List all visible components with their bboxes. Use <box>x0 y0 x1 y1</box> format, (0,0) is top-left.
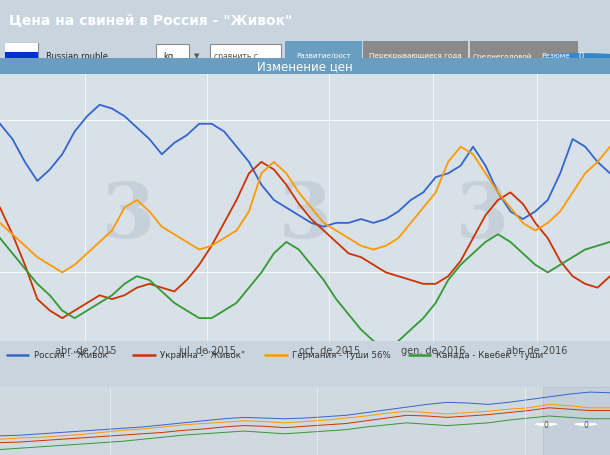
FancyBboxPatch shape <box>0 59 610 75</box>
Text: Russian rouble: Russian rouble <box>46 52 108 61</box>
FancyBboxPatch shape <box>156 45 189 69</box>
Text: Среднегодовой: Среднегодовой <box>473 53 533 60</box>
FancyBboxPatch shape <box>470 41 536 71</box>
Bar <box>5 53 38 61</box>
Text: 3: 3 <box>102 179 154 253</box>
FancyBboxPatch shape <box>210 45 281 69</box>
Text: Цена на свиней в Россия - "Живок": Цена на свиней в Россия - "Живок" <box>9 13 293 27</box>
Text: сравнить с...: сравнить с... <box>214 52 265 61</box>
Text: Германия - Туши 56%: Германия - Туши 56% <box>292 350 390 359</box>
FancyBboxPatch shape <box>534 41 578 71</box>
Text: Россия - "Живок": Россия - "Живок" <box>34 350 112 359</box>
Text: 3: 3 <box>279 179 331 253</box>
Text: ▼: ▼ <box>194 53 199 59</box>
FancyBboxPatch shape <box>5 44 38 70</box>
FancyBboxPatch shape <box>285 41 362 71</box>
Text: Перекрывающиеся года: Перекрывающиеся года <box>369 53 462 59</box>
Text: Изменение цен: Изменение цен <box>257 61 353 74</box>
Text: 0: 0 <box>579 52 584 61</box>
Text: kg: kg <box>163 52 174 61</box>
Text: Развитие/рост: Развитие/рост <box>296 53 351 59</box>
Bar <box>5 61 38 70</box>
Text: Украина - "Живок": Украина - "Живок" <box>160 350 245 359</box>
FancyBboxPatch shape <box>363 41 468 71</box>
Bar <box>5 44 38 53</box>
Text: Канада - Квебек - Туши: Канада - Квебек - Туши <box>436 350 543 359</box>
Text: Резюме: Резюме <box>541 53 570 59</box>
Text: 3: 3 <box>456 179 508 253</box>
Circle shape <box>545 55 610 59</box>
